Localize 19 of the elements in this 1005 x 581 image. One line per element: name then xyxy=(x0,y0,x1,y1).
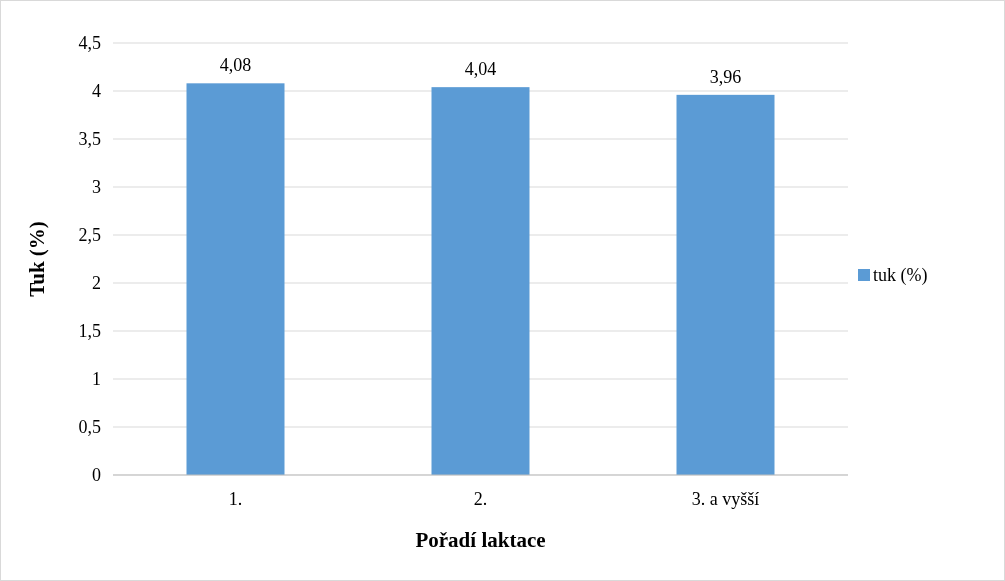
x-axis-title: Pořadí laktace xyxy=(415,528,546,552)
x-tick-label: 2. xyxy=(473,489,488,509)
x-tick-label: 3. a vyšší xyxy=(691,489,760,509)
data-label: 3,96 xyxy=(709,66,742,87)
legend-label: tuk (%) xyxy=(873,265,928,287)
y-tick-label: 4,5 xyxy=(78,33,101,54)
y-tick-label: 4 xyxy=(92,81,101,102)
y-tick-label: 1 xyxy=(92,369,101,390)
y-tick-label: 2,5 xyxy=(78,225,101,246)
y-tick-label: 0,5 xyxy=(78,417,101,438)
x-tick-label: 1. xyxy=(228,489,243,509)
data-label: 4,08 xyxy=(219,55,252,76)
data-label: 4,04 xyxy=(464,59,497,80)
y-tick-label: 3,5 xyxy=(78,129,101,150)
y-tick-label: 0 xyxy=(92,465,101,486)
y-tick-label: 3 xyxy=(92,177,101,198)
y-tick-label: 2 xyxy=(92,273,101,294)
y-axis-title: Tuk (%) xyxy=(25,221,49,297)
y-tick-label: 1,5 xyxy=(78,321,101,342)
